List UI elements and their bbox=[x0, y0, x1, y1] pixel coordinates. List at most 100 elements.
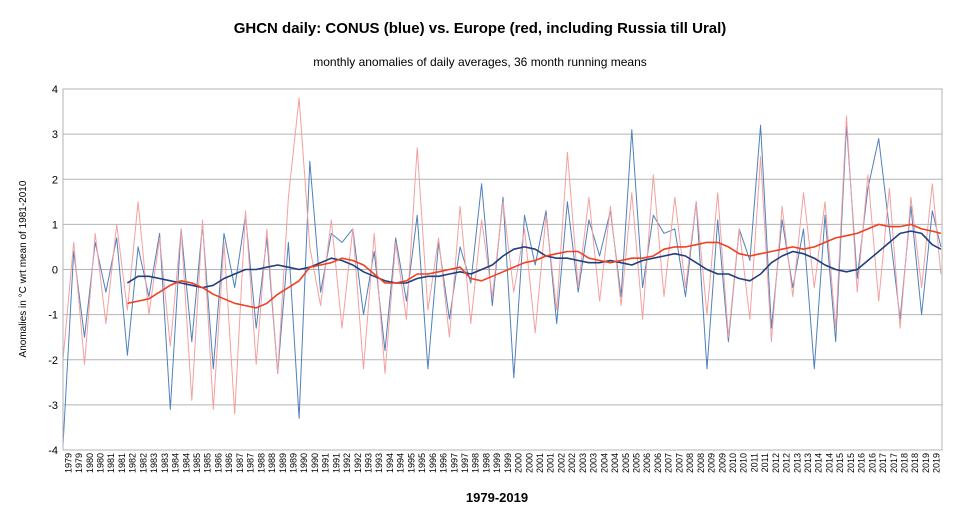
x-tick-label: 1979 bbox=[63, 453, 73, 473]
x-tick-label: 1983 bbox=[160, 453, 170, 473]
x-tick-label: 2006 bbox=[642, 453, 652, 473]
grid-lines bbox=[63, 88, 942, 451]
x-tick-labels: 1979 1979 1980 1980 1981 1981 1982 1982 1983 1983… bbox=[63, 453, 941, 473]
x-tick-label: 1998 bbox=[481, 453, 491, 473]
y-tick-label: 1 bbox=[52, 219, 58, 231]
x-tick-label: 2016 bbox=[857, 453, 867, 473]
x-tick-label: 2018 bbox=[900, 453, 910, 473]
x-tick-label: 2002 bbox=[557, 453, 567, 473]
x-tick-label: 2007 bbox=[674, 453, 684, 473]
y-tick-label: 2 bbox=[52, 174, 58, 186]
x-tick-label: 1995 bbox=[406, 453, 416, 473]
x-tick-label: 2018 bbox=[910, 453, 920, 473]
y-tick-labels: -4 -3 -2 -1 0 1 2 3 4 bbox=[48, 84, 58, 457]
x-tick-label: 1990 bbox=[310, 453, 320, 473]
x-tick-label: 1993 bbox=[374, 453, 384, 473]
x-tick-label: 1980 bbox=[96, 453, 106, 473]
series-lines bbox=[62, 97, 942, 446]
x-tick-label: 2004 bbox=[610, 453, 620, 473]
x-tick-label: 2005 bbox=[621, 453, 631, 473]
x-tick-label: 1981 bbox=[106, 453, 116, 473]
x-tick-label: 2015 bbox=[835, 453, 845, 473]
x-tick-label: 1985 bbox=[203, 453, 213, 473]
chart-title: GHCN daily: CONUS (blue) vs. Europe (red… bbox=[234, 20, 727, 37]
x-tick-label: 1988 bbox=[267, 453, 277, 473]
x-tick-label: 2012 bbox=[782, 453, 792, 473]
x-tick-label: 2010 bbox=[739, 453, 749, 473]
x-tick-label: 2003 bbox=[578, 453, 588, 473]
y-tick-label: 3 bbox=[52, 129, 58, 141]
x-tick-label: 1987 bbox=[246, 453, 256, 473]
x-tick-label: 2009 bbox=[717, 453, 727, 473]
x-tick-label: 1984 bbox=[181, 453, 191, 473]
x-tick-label: 2016 bbox=[867, 453, 877, 473]
x-tick-label: 1997 bbox=[449, 453, 459, 473]
plot-area bbox=[62, 88, 943, 451]
x-tick-label: 2003 bbox=[589, 453, 599, 473]
x-tick-label: 2014 bbox=[814, 453, 824, 473]
x-tick-label: 2013 bbox=[792, 453, 802, 473]
x-tick-label: 2006 bbox=[653, 453, 663, 473]
x-tick-label: 2008 bbox=[696, 453, 706, 473]
x-tick-label: 1980 bbox=[85, 453, 95, 473]
y-tick-label: 4 bbox=[52, 84, 58, 96]
x-tick-label: 2012 bbox=[771, 453, 781, 473]
x-tick-label: 1988 bbox=[256, 453, 266, 473]
x-tick-label: 1994 bbox=[396, 453, 406, 473]
x-tick-label: 2013 bbox=[803, 453, 813, 473]
y-tick-label: -1 bbox=[48, 310, 58, 322]
x-tick-label: 2004 bbox=[599, 453, 609, 473]
x-tick-label: 2000 bbox=[514, 453, 524, 473]
x-tick-label: 1998 bbox=[471, 453, 481, 473]
series-line-2 bbox=[126, 230, 942, 289]
x-tick-label: 2009 bbox=[707, 453, 717, 473]
x-tick-label: 2014 bbox=[824, 453, 834, 473]
x-tick-label: 1986 bbox=[224, 453, 234, 473]
x-tick-label: 1983 bbox=[149, 453, 159, 473]
x-tick-label: 1994 bbox=[385, 453, 395, 473]
x-tick-label: 1996 bbox=[428, 453, 438, 473]
x-tick-label: 2019 bbox=[921, 453, 931, 473]
x-tick-label: 1991 bbox=[321, 453, 331, 473]
x-tick-label: 2019 bbox=[932, 453, 942, 473]
x-tick-label: 1990 bbox=[299, 453, 309, 473]
y-axis-label: Anomalies in °C wrt mean of 1981-2010 bbox=[18, 180, 29, 357]
y-tick-label: -4 bbox=[48, 445, 58, 457]
x-tick-label: 2001 bbox=[535, 453, 545, 473]
x-tick-label: 2015 bbox=[846, 453, 856, 473]
x-tick-label: 1992 bbox=[342, 453, 352, 473]
x-axis-label: 1979-2019 bbox=[466, 490, 528, 505]
chart-subtitle: monthly anomalies of daily averages, 36 … bbox=[313, 55, 647, 69]
x-tick-label: 1986 bbox=[213, 453, 223, 473]
x-tick-label: 2017 bbox=[878, 453, 888, 473]
x-tick-label: 1985 bbox=[192, 453, 202, 473]
x-tick-label: 2001 bbox=[546, 453, 556, 473]
x-tick-label: 2005 bbox=[632, 453, 642, 473]
x-tick-label: 2000 bbox=[524, 453, 534, 473]
x-tick-label: 1982 bbox=[128, 453, 138, 473]
y-tick-label: 0 bbox=[52, 265, 58, 277]
x-tick-label: 1995 bbox=[417, 453, 427, 473]
x-tick-label: 1979 bbox=[74, 453, 84, 473]
y-tick-label: -3 bbox=[48, 400, 58, 412]
x-tick-label: 1999 bbox=[503, 453, 513, 473]
x-tick-label: 2017 bbox=[889, 453, 899, 473]
series-line-0 bbox=[62, 124, 942, 446]
y-tick-label: -2 bbox=[48, 355, 58, 367]
x-tick-label: 1982 bbox=[138, 453, 148, 473]
x-tick-label: 1999 bbox=[492, 453, 502, 473]
x-tick-label: 2010 bbox=[728, 453, 738, 473]
x-tick-label: 1993 bbox=[364, 453, 374, 473]
x-tick-label: 1984 bbox=[171, 453, 181, 473]
x-tick-label: 1997 bbox=[460, 453, 470, 473]
x-tick-label: 2007 bbox=[664, 453, 674, 473]
x-tick-label: 2011 bbox=[749, 453, 759, 472]
x-tick-label: 2002 bbox=[567, 453, 577, 473]
series-line-1 bbox=[62, 97, 942, 415]
x-tick-label: 1981 bbox=[117, 453, 127, 473]
x-tick-label: 2011 bbox=[760, 453, 770, 472]
x-tick-label: 1989 bbox=[289, 453, 299, 473]
x-tick-label: 1987 bbox=[235, 453, 245, 473]
x-tick-label: 1989 bbox=[278, 453, 288, 473]
